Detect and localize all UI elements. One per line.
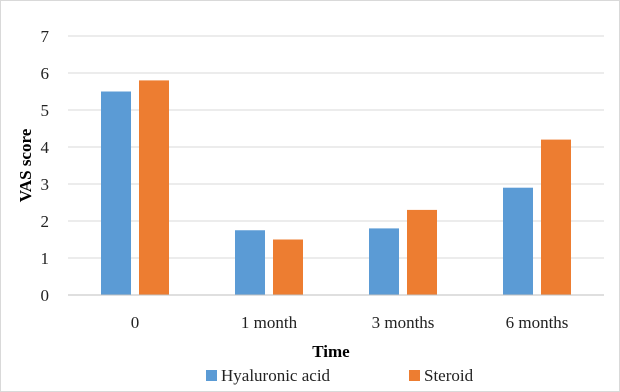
y-tick-label: 2 — [41, 212, 50, 231]
legend-label: Hyaluronic acid — [221, 366, 331, 385]
x-axis-title: Time — [312, 342, 350, 361]
bar-steroid-1 — [273, 239, 303, 295]
legend: Hyaluronic acid Steroid — [206, 366, 474, 385]
y-tick-label: 3 — [41, 175, 50, 194]
bar-hyaluronic-acid-3 — [503, 187, 533, 295]
bar-hyaluronic-acid-1 — [235, 230, 265, 295]
y-tick-label: 1 — [41, 249, 50, 268]
y-tick-label: 7 — [41, 27, 50, 46]
x-tick-label: 0 — [131, 313, 140, 332]
y-tick-label: 0 — [41, 286, 50, 305]
bars — [101, 80, 571, 296]
bar-steroid-0 — [139, 80, 169, 296]
y-tick-label: 6 — [41, 64, 50, 83]
legend-swatch-0 — [206, 370, 217, 381]
x-tick-label: 6 months — [506, 313, 569, 332]
legend-label: Steroid — [424, 366, 474, 385]
y-axis-ticks: 0 1 2 3 4 5 6 7 — [41, 27, 50, 305]
bar-hyaluronic-acid-2 — [369, 228, 399, 295]
bar-steroid-2 — [407, 209, 437, 295]
x-axis-ticks: 0 1 month 3 months 6 months — [131, 313, 569, 332]
bar-hyaluronic-acid-0 — [101, 91, 131, 295]
y-axis-title: VAS score — [16, 128, 35, 202]
bar-steroid-3 — [541, 139, 571, 295]
x-tick-label: 1 month — [241, 313, 298, 332]
y-tick-label: 5 — [41, 101, 50, 120]
y-tick-label: 4 — [41, 138, 50, 157]
legend-swatch-1 — [409, 370, 420, 381]
x-tick-label: 3 months — [372, 313, 435, 332]
